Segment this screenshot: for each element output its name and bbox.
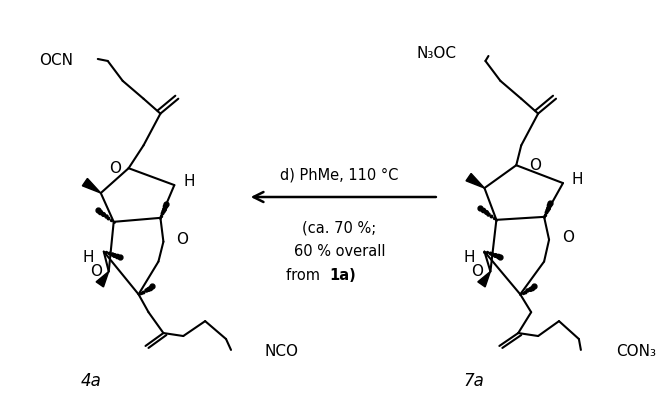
Text: H: H [463, 250, 474, 265]
Text: 1a): 1a) [329, 268, 356, 283]
Text: O: O [529, 158, 541, 173]
Text: OCN: OCN [39, 53, 73, 68]
Text: O: O [176, 232, 188, 247]
Text: (ca. 70 %;: (ca. 70 %; [302, 220, 377, 235]
Text: H: H [183, 174, 195, 189]
Polygon shape [82, 179, 101, 193]
Polygon shape [478, 271, 490, 287]
Polygon shape [466, 173, 484, 188]
Text: N₃OC: N₃OC [417, 45, 457, 60]
Text: CON₃: CON₃ [616, 344, 656, 359]
Polygon shape [96, 271, 109, 287]
Text: O: O [90, 264, 102, 279]
Text: from: from [286, 268, 325, 283]
Text: H: H [572, 172, 583, 186]
Text: H: H [82, 250, 94, 265]
Text: NCO: NCO [265, 344, 299, 359]
Text: O: O [562, 230, 574, 245]
Text: O: O [472, 264, 484, 279]
Text: 7a: 7a [463, 372, 484, 390]
Text: 60 % overall: 60 % overall [294, 244, 385, 259]
Text: 4a: 4a [80, 372, 102, 390]
Text: d) PhMe, 110 °C: d) PhMe, 110 °C [280, 167, 399, 182]
Text: O: O [109, 161, 121, 176]
